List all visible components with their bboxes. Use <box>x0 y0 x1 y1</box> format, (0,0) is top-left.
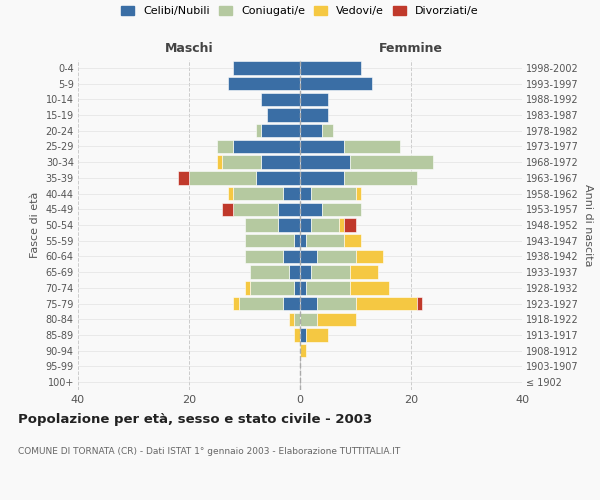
Bar <box>300 61 361 74</box>
Bar <box>233 187 283 200</box>
Text: COMUNE DI TORNATA (CR) - Dati ISTAT 1° gennaio 2003 - Elaborazione TUTTITALIA.IT: COMUNE DI TORNATA (CR) - Dati ISTAT 1° g… <box>18 448 400 456</box>
Bar <box>300 297 317 310</box>
Bar <box>300 171 344 184</box>
Y-axis label: Anni di nascita: Anni di nascita <box>583 184 593 266</box>
Bar <box>223 202 233 216</box>
Bar <box>217 140 233 153</box>
Bar <box>300 250 317 263</box>
Bar <box>300 312 317 326</box>
Bar <box>228 187 233 200</box>
Bar <box>245 234 295 247</box>
Bar <box>300 77 372 90</box>
Bar <box>261 156 300 169</box>
Text: Popolazione per età, sesso e stato civile - 2003: Popolazione per età, sesso e stato civil… <box>18 412 372 426</box>
Bar <box>300 140 344 153</box>
Bar <box>300 266 311 279</box>
Bar <box>344 234 361 247</box>
Bar <box>295 234 300 247</box>
Text: Femmine: Femmine <box>379 42 443 55</box>
Bar <box>317 312 356 326</box>
Bar <box>250 281 295 294</box>
Bar <box>178 171 189 184</box>
Bar <box>267 108 300 122</box>
Bar <box>305 234 344 247</box>
Bar <box>239 297 283 310</box>
Bar <box>283 187 300 200</box>
Bar <box>300 344 305 358</box>
Bar <box>261 124 300 138</box>
Bar <box>350 281 389 294</box>
Bar <box>344 218 356 232</box>
Bar <box>256 171 300 184</box>
Bar <box>217 156 223 169</box>
Bar <box>300 234 305 247</box>
Bar <box>311 266 350 279</box>
Bar <box>261 92 300 106</box>
Bar <box>233 61 300 74</box>
Bar <box>311 218 339 232</box>
Bar <box>322 124 334 138</box>
Bar <box>223 156 261 169</box>
Bar <box>289 266 300 279</box>
Bar <box>228 77 300 90</box>
Bar <box>283 250 300 263</box>
Bar <box>339 218 344 232</box>
Bar <box>300 281 305 294</box>
Bar <box>300 187 311 200</box>
Bar <box>350 156 433 169</box>
Text: Maschi: Maschi <box>164 42 214 55</box>
Bar <box>356 297 416 310</box>
Bar <box>300 124 322 138</box>
Bar <box>278 218 300 232</box>
Bar <box>344 171 416 184</box>
Y-axis label: Fasce di età: Fasce di età <box>30 192 40 258</box>
Bar <box>245 250 283 263</box>
Bar <box>256 124 261 138</box>
Bar <box>278 202 300 216</box>
Bar <box>295 312 300 326</box>
Bar <box>305 281 350 294</box>
Bar <box>300 92 328 106</box>
Bar <box>233 202 278 216</box>
Bar <box>317 250 356 263</box>
Bar <box>245 218 278 232</box>
Bar <box>295 281 300 294</box>
Bar <box>233 140 300 153</box>
Bar <box>300 108 328 122</box>
Bar <box>295 328 300 342</box>
Bar <box>300 202 322 216</box>
Bar <box>233 297 239 310</box>
Bar <box>356 250 383 263</box>
Bar <box>245 281 250 294</box>
Bar <box>344 140 400 153</box>
Bar <box>322 202 361 216</box>
Bar <box>300 156 350 169</box>
Bar <box>305 328 328 342</box>
Bar <box>289 312 295 326</box>
Bar <box>250 266 289 279</box>
Bar <box>283 297 300 310</box>
Bar <box>416 297 422 310</box>
Bar <box>311 187 356 200</box>
Bar <box>300 218 311 232</box>
Legend: Celibi/Nubili, Coniugati/e, Vedovi/e, Divorziati/e: Celibi/Nubili, Coniugati/e, Vedovi/e, Di… <box>121 6 479 16</box>
Bar <box>189 171 256 184</box>
Bar <box>317 297 356 310</box>
Bar <box>350 266 378 279</box>
Bar <box>356 187 361 200</box>
Bar <box>300 328 305 342</box>
